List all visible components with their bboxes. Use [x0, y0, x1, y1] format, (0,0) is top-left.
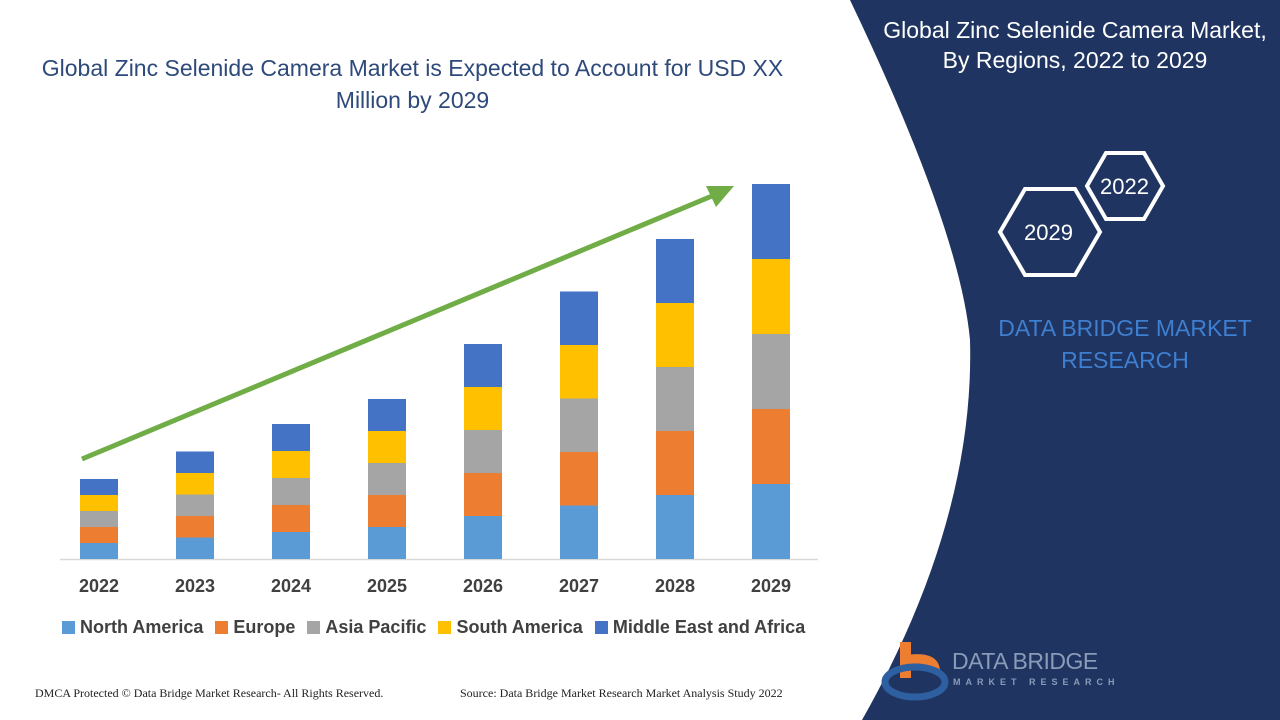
bar-segment-2026-0 [464, 516, 502, 559]
logo-name: DATA BRIDGE [952, 648, 1098, 674]
bar-segment-2028-4 [656, 239, 694, 303]
brand-text: DATA BRIDGE MARKET RESEARCH [998, 315, 1252, 373]
bar-segment-2024-1 [272, 505, 310, 532]
side-panel [850, 0, 1280, 720]
legend: North America Europe Asia Pacific South … [62, 617, 805, 638]
legend-item: Europe [215, 617, 295, 638]
legend-swatch [438, 621, 452, 634]
bar-segment-2024-3 [272, 451, 310, 478]
x-tick-label: 2022 [78, 576, 120, 596]
x-tick-label: 2028 [654, 576, 696, 596]
bar-segment-2028-0 [656, 495, 694, 559]
bar-segment-2026-3 [464, 387, 502, 430]
hex-label-2022: 2022 [1100, 174, 1149, 199]
legend-label: North America [80, 617, 204, 637]
bar-segment-2028-2 [656, 367, 694, 431]
bar-segment-2022-3 [80, 495, 118, 511]
x-tick-label: 2025 [366, 576, 408, 596]
x-tick-label: 2023 [174, 576, 216, 596]
trend-arrow [81, 186, 734, 462]
bar-segment-2029-3 [752, 259, 790, 334]
legend-label: Middle East and Africa [612, 617, 806, 637]
footer-copyright: DMCA Protected © Data Bridge Market Rese… [35, 686, 384, 700]
bar-segment-2025-4 [368, 399, 406, 431]
legend-label: Asia Pacific [325, 617, 427, 637]
bar-segment-2022-0 [80, 543, 118, 559]
bar-segment-2028-3 [656, 303, 694, 367]
bar-segment-2025-3 [368, 431, 406, 463]
bar-segment-2026-2 [464, 430, 502, 473]
bar-segment-2023-2 [176, 494, 214, 516]
bar-segment-2025-2 [368, 463, 406, 495]
bar-segment-2024-0 [272, 532, 310, 559]
bar-segment-2022-4 [80, 479, 118, 495]
bar-segment-2027-1 [560, 452, 598, 506]
bars [80, 184, 790, 559]
logo-subtitle: MARKET RESEARCH [953, 677, 1120, 687]
legend-item: North America [62, 617, 203, 638]
bar-segment-2022-1 [80, 527, 118, 543]
bar-segment-2025-0 [368, 527, 406, 559]
x-tick-label: 2024 [270, 576, 312, 596]
legend-swatch [594, 621, 608, 634]
x-tick-label: 2026 [462, 576, 504, 596]
side-panel-title: Global Zinc Selenide Camera Market, By R… [883, 17, 1267, 73]
hex-label-2029: 2029 [1024, 220, 1073, 245]
bar-segment-2027-2 [560, 398, 598, 452]
bar-segment-2026-4 [464, 344, 502, 387]
hexagon-2029 [997, 187, 1103, 277]
bar-segment-2023-1 [176, 516, 214, 538]
bar-segment-2028-1 [656, 431, 694, 495]
bar-segment-2029-2 [752, 334, 790, 409]
chart-title: Global Zinc Selenide Camera Market is Ex… [41, 55, 784, 113]
bar-segment-2026-1 [464, 473, 502, 516]
legend-swatch [307, 621, 321, 634]
legend-label: South America [456, 617, 583, 637]
bar-segment-2024-4 [272, 424, 310, 451]
bar-segment-2024-2 [272, 478, 310, 505]
bar-segment-2023-0 [176, 537, 214, 559]
legend-swatch [62, 621, 75, 634]
bar-segment-2023-3 [176, 473, 214, 495]
bar-segment-2027-3 [560, 345, 598, 399]
bar-segment-2025-1 [368, 495, 406, 527]
x-tick-label: 2029 [750, 576, 792, 596]
bar-segment-2027-4 [560, 291, 598, 345]
hexagon-2022 [1084, 151, 1166, 221]
footer-source: Source: Data Bridge Market Research Mark… [460, 686, 783, 700]
legend-item: Asia Pacific [307, 617, 426, 638]
x-tick-label: 2027 [558, 576, 600, 596]
bar-segment-2029-4 [752, 184, 790, 259]
logo-icon [881, 642, 949, 701]
legend-swatch [215, 621, 229, 634]
bar-segment-2022-2 [80, 511, 118, 527]
legend-label: Europe [233, 617, 296, 637]
bar-segment-2029-0 [752, 484, 790, 559]
bar-segment-2023-4 [176, 451, 214, 473]
bar-segment-2029-1 [752, 409, 790, 484]
bar-segment-2027-0 [560, 505, 598, 559]
legend-item: Middle East and Africa [594, 617, 806, 638]
legend-item: South America [438, 617, 583, 638]
